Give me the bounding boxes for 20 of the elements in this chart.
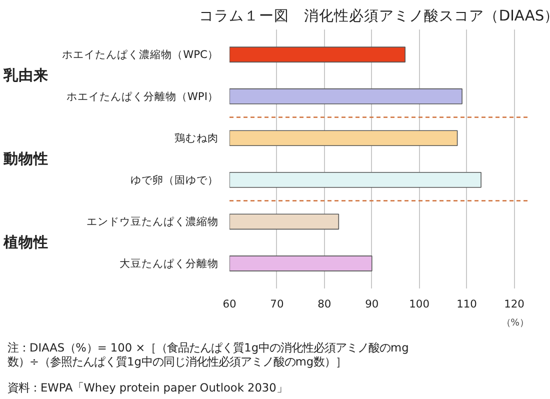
text: 資料：EWPA「Whey protein paper Outlook 2030」 bbox=[8, 380, 288, 394]
text: 動物性 bbox=[2, 150, 48, 168]
chart-title: コラム１ー図 消化性必須アミノ酸スコア（DIAAS） bbox=[198, 8, 550, 24]
y-tick-label: 鶏むね肉 bbox=[174, 132, 218, 145]
x-tick-label: 100 bbox=[409, 298, 430, 310]
text: 乳由来 bbox=[2, 66, 48, 84]
x-tick-label: 90 bbox=[365, 298, 379, 310]
y-tick-label: エンドウ豆たんぱく濃縮物 bbox=[86, 215, 218, 228]
y-tick-label: 大豆たんぱく分離物 bbox=[120, 256, 218, 270]
y-tick-label: ホエイたんぱく分離物（WPI） bbox=[66, 90, 219, 103]
text: 注：DIAAS（%）= 100 ×［（食品たんぱく質1g中の消化性必須アミノ酸のmg 数）÷（参照たんぱく質1g中の同じ消化性必須アミノ酸のmg数）］ bbox=[8, 340, 409, 368]
x-tick-label: 60 bbox=[222, 298, 236, 310]
y-tick-label: ゆで卵（固ゆで） bbox=[130, 173, 218, 186]
y-tick-label: ホエイたんぱく濃縮物（WPC） bbox=[62, 48, 219, 62]
x-tick-label: 120 bbox=[504, 298, 525, 310]
x-tick-label: 80 bbox=[318, 298, 332, 310]
x-axis-title: （%） bbox=[502, 318, 529, 328]
x-tick-label: 110 bbox=[456, 298, 478, 310]
x-tick-label: 70 bbox=[270, 298, 284, 310]
text: 植物性 bbox=[2, 234, 48, 252]
